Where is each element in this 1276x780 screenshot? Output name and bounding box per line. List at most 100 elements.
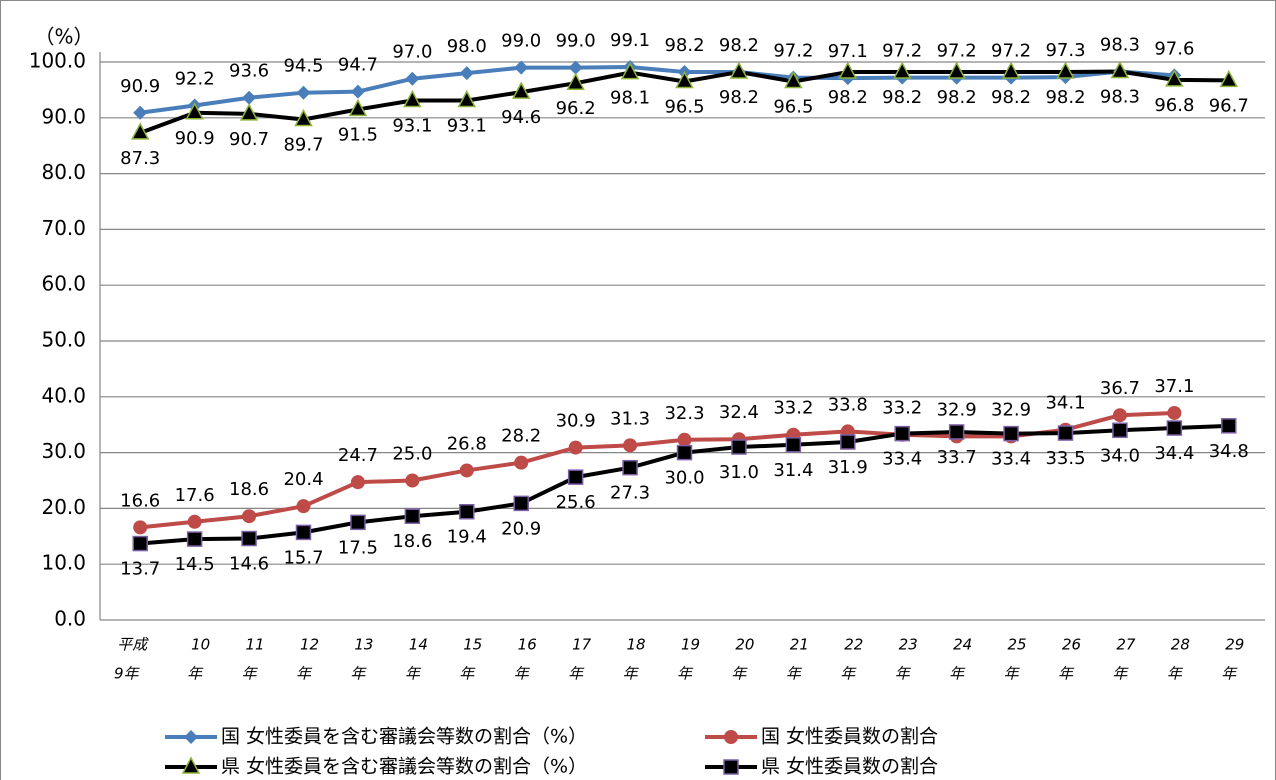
marker	[566, 72, 585, 90]
y-tick-label: 30.0	[41, 439, 86, 463]
x-tick-label: 25	[1008, 636, 1027, 654]
series-line	[139, 65, 1175, 115]
value-label: 37.1	[1154, 376, 1194, 397]
value-label: 98.2	[719, 87, 759, 108]
x-tick-label: 年	[459, 665, 476, 683]
marker	[242, 90, 257, 105]
marker	[892, 61, 912, 79]
value-label: 97.2	[991, 41, 1031, 62]
value-label: 97.6	[1154, 38, 1194, 59]
legend-label: 県 女性委員を含む審議会等数の割合（%）	[221, 756, 587, 778]
value-label: 91.5	[338, 124, 378, 145]
value-label: 26.8	[447, 433, 487, 454]
x-tick-label: 12	[300, 636, 319, 654]
x-tick-label: 19	[681, 636, 700, 654]
value-label: 98.2	[991, 87, 1031, 108]
x-tick-label: 11	[246, 636, 265, 654]
value-label: 94.6	[501, 107, 541, 128]
value-label: 98.2	[882, 87, 922, 108]
value-label: 25.6	[556, 492, 596, 513]
x-tick-label: 29	[1225, 636, 1244, 654]
marker	[403, 89, 422, 108]
x-tick-label: 年	[1058, 665, 1075, 683]
x-tick-label: 18	[627, 636, 646, 654]
value-label: 33.7	[937, 447, 977, 468]
marker	[459, 503, 475, 520]
value-label: 96.8	[1154, 95, 1194, 116]
x-tick-label: 9年	[114, 665, 141, 683]
x-tick-label: 28	[1171, 636, 1190, 654]
value-label: 90.7	[229, 129, 269, 150]
marker	[1219, 69, 1239, 88]
value-label: 98.2	[664, 35, 704, 56]
value-label: 32.3	[664, 403, 704, 424]
marker	[1056, 61, 1075, 79]
y-tick-label: 0.0	[54, 607, 86, 631]
x-tick-label: 24	[953, 636, 972, 654]
value-label: 97.2	[937, 41, 977, 62]
y-tick-label: 80.0	[41, 160, 86, 184]
y-tick-label: 50.0	[41, 328, 86, 352]
x-tick-label: 23	[899, 636, 918, 654]
x-tick-label: 16	[518, 636, 537, 654]
x-tick-label: 年	[296, 665, 313, 683]
marker	[185, 102, 204, 120]
value-label: 15.7	[283, 547, 323, 568]
value-label: 19.4	[447, 527, 487, 548]
value-label: 96.2	[556, 98, 596, 119]
marker	[295, 524, 312, 541]
y-tick-label: 40.0	[41, 383, 86, 407]
value-label: 94.7	[338, 55, 378, 76]
value-label: 31.4	[773, 460, 813, 481]
marker	[296, 499, 311, 514]
marker	[1057, 425, 1074, 441]
value-label: 87.3	[120, 148, 160, 169]
x-tick-label: 年	[786, 665, 803, 683]
x-tick-label: 年	[1167, 665, 1184, 683]
marker	[724, 730, 738, 744]
marker	[948, 424, 965, 440]
value-label: 33.4	[991, 449, 1031, 470]
marker	[350, 514, 366, 531]
marker	[784, 70, 803, 89]
value-label: 33.8	[828, 394, 868, 415]
value-label: 89.7	[283, 134, 323, 155]
marker	[133, 105, 148, 120]
value-label: 99.1	[610, 30, 650, 51]
value-label: 34.0	[1100, 445, 1140, 466]
y-tick-label: 60.0	[41, 272, 86, 296]
marker	[623, 438, 638, 453]
x-tick-label: 年	[1004, 665, 1021, 683]
marker	[350, 475, 365, 490]
y-tick-label: 100.0	[29, 49, 86, 73]
marker	[405, 473, 420, 488]
value-label: 13.7	[120, 559, 160, 580]
marker	[1112, 408, 1127, 423]
y-axis-label: （%）	[34, 25, 93, 49]
marker	[729, 61, 749, 79]
series-line	[140, 410, 1175, 530]
value-label: 96.5	[773, 97, 813, 118]
marker	[840, 434, 856, 450]
marker	[513, 495, 529, 512]
value-label: 33.2	[773, 398, 813, 419]
marker	[1110, 60, 1130, 79]
x-tick-label: 27	[1116, 636, 1136, 654]
marker	[239, 103, 259, 121]
x-tick-label: 年	[731, 665, 748, 683]
value-label: 96.5	[664, 97, 704, 118]
x-tick-label: 年	[187, 665, 204, 683]
x-tick-label: 17	[572, 636, 592, 654]
value-label: 98.2	[719, 35, 759, 56]
value-label: 97.2	[773, 41, 813, 62]
value-label: 34.4	[1154, 443, 1194, 464]
x-tick-label: 年	[242, 665, 259, 683]
y-tick-label: 70.0	[41, 216, 86, 240]
marker	[186, 531, 203, 547]
value-label: 36.7	[1100, 378, 1140, 399]
marker	[723, 759, 739, 775]
value-label: 93.1	[392, 116, 432, 137]
y-tick-label: 10.0	[41, 551, 86, 575]
value-label: 18.6	[392, 531, 432, 552]
